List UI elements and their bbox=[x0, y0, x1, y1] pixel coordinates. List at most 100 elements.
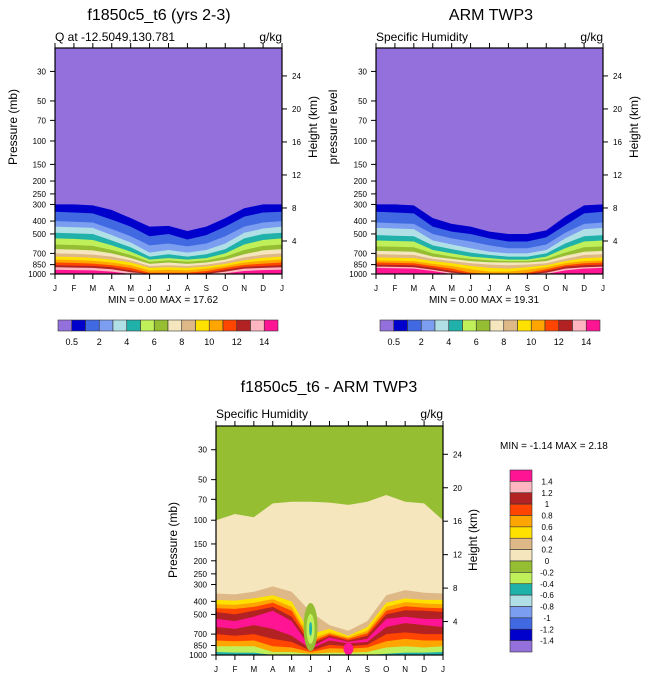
colorbar-swatch bbox=[181, 319, 196, 332]
x-tick-label: D bbox=[581, 284, 587, 293]
colorbar-swatch bbox=[167, 319, 183, 332]
x-tick-label: M bbox=[250, 665, 257, 674]
x-tick-label: J bbox=[280, 284, 284, 293]
colorbar-label: 10 bbox=[526, 337, 536, 347]
y-tick-label: 300 bbox=[354, 200, 368, 209]
colorbar-label: 12 bbox=[232, 337, 242, 347]
y-tick-label: 70 bbox=[198, 495, 207, 504]
min-max-text: MIN = -1.14 MAX = 2.18 bbox=[500, 441, 608, 452]
colorbar-swatch bbox=[85, 319, 100, 332]
y-tick-label: 400 bbox=[354, 217, 368, 226]
x-tick-label: J bbox=[167, 284, 171, 293]
colorbar-label: 4 bbox=[124, 337, 129, 347]
colorbar-swatch bbox=[236, 319, 251, 332]
x-tick-label: O bbox=[543, 284, 549, 293]
y-tick-label: 250 bbox=[194, 570, 208, 579]
colorbar-swatch bbox=[509, 503, 533, 516]
x-tick-label: M bbox=[89, 284, 96, 293]
panel-diff: f1850c5_t6 - ARM TWP3 Specific Humidity … bbox=[166, 379, 608, 674]
panel-units: g/kg bbox=[259, 30, 282, 44]
x-tick-label: F bbox=[232, 665, 237, 674]
x-tick-label: A bbox=[109, 284, 115, 293]
x-tick-label: S bbox=[204, 284, 209, 293]
colorbar-swatch bbox=[558, 319, 573, 332]
colorbar-swatch bbox=[509, 469, 533, 482]
x-tick-label: N bbox=[562, 284, 568, 293]
colorbar-label: -1.2 bbox=[540, 625, 554, 634]
colorbar-label: 0.8 bbox=[541, 512, 553, 521]
y-tick-label: 30 bbox=[37, 67, 46, 76]
y-tick-label: 500 bbox=[33, 230, 47, 239]
y-tick-label: 1000 bbox=[189, 651, 207, 660]
colorbar-swatch bbox=[530, 319, 546, 332]
x-tick-label: M bbox=[288, 665, 295, 674]
x-tick-label: A bbox=[185, 284, 191, 293]
y-axis-label: Pressure (mb) bbox=[166, 502, 180, 578]
y-tick-label: 100 bbox=[354, 137, 368, 146]
x-tick-label: A bbox=[430, 284, 436, 293]
x-tick-label: M bbox=[448, 284, 455, 293]
colorbar-swatch bbox=[98, 319, 114, 332]
colorbar-swatch bbox=[489, 319, 505, 332]
colorbar-swatch bbox=[509, 560, 533, 573]
colorbar-swatch bbox=[509, 640, 533, 653]
y-tick-label: 400 bbox=[33, 217, 47, 226]
y-tick-label: 100 bbox=[194, 516, 208, 525]
colorbar-swatch bbox=[503, 319, 518, 332]
y-tick-label: 500 bbox=[354, 230, 368, 239]
y-right-tick-label: 12 bbox=[292, 171, 301, 180]
y-tick-label: 50 bbox=[198, 476, 207, 485]
x-tick-label: F bbox=[71, 284, 76, 293]
y-tick-label: 850 bbox=[194, 641, 208, 650]
panel-title: f1850c5_t6 (yrs 2-3) bbox=[87, 7, 230, 24]
y-axis-label: Pressure (mb) bbox=[6, 89, 20, 165]
x-tick-label: D bbox=[260, 284, 266, 293]
panel-units: g/kg bbox=[580, 30, 603, 44]
y-axis-right-label: Height (km) bbox=[466, 509, 480, 571]
x-tick-label: J bbox=[374, 284, 378, 293]
colorbar-swatch bbox=[509, 549, 533, 562]
x-tick-label: S bbox=[525, 284, 530, 293]
colorbar-swatch bbox=[126, 319, 141, 332]
x-tick-label: A bbox=[270, 665, 276, 674]
colorbar-label: 2 bbox=[97, 337, 102, 347]
contour-band bbox=[376, 267, 603, 274]
colorbar-label: 14 bbox=[581, 337, 591, 347]
plot-area: J F M A M J J A S O N D J 30 50 70 100 150 200 250 300 400 500… bbox=[189, 421, 462, 674]
colorbar: 0.5 2 4 6 8 10 12 14 bbox=[57, 319, 279, 347]
colorbar-label: 2 bbox=[419, 337, 424, 347]
contour-blob bbox=[343, 642, 354, 655]
x-tick-label: N bbox=[402, 665, 408, 674]
colorbar: 1.4 1.2 1 0.8 0.6 0.4 0.2 0 -0.2 -0.4 -0.6 -0.8 -1 -1… bbox=[509, 469, 554, 653]
y-right-tick-label: 8 bbox=[292, 204, 297, 213]
x-tick-label: M bbox=[127, 284, 134, 293]
panel-title: ARM TWP3 bbox=[449, 7, 533, 24]
contour-band bbox=[55, 269, 282, 274]
colorbar-label: 8 bbox=[179, 337, 184, 347]
colorbar-swatch bbox=[208, 319, 224, 332]
y-right-tick-label: 20 bbox=[292, 105, 301, 114]
contour-band bbox=[216, 646, 443, 655]
y-tick-label: 700 bbox=[194, 630, 208, 639]
colorbar-label: 0.5 bbox=[65, 337, 78, 347]
x-tick-label: D bbox=[421, 665, 427, 674]
colorbar-swatch bbox=[112, 319, 128, 332]
y-right-tick-label: 12 bbox=[613, 171, 622, 180]
y-tick-label: 700 bbox=[33, 249, 47, 258]
colorbar-label: -0.2 bbox=[540, 568, 554, 577]
y-tick-label: 70 bbox=[358, 116, 367, 125]
y-axis-right-label: Height (km) bbox=[306, 96, 320, 158]
y-tick-label: 150 bbox=[354, 160, 368, 169]
y-tick-label: 50 bbox=[358, 97, 367, 106]
colorbar-swatch bbox=[434, 319, 450, 332]
colorbar-swatch bbox=[153, 319, 169, 332]
x-tick-label: J bbox=[53, 284, 57, 293]
x-tick-label: J bbox=[488, 284, 492, 293]
y-tick-label: 30 bbox=[358, 67, 367, 76]
colorbar-swatch bbox=[509, 537, 533, 550]
y-right-tick-label: 24 bbox=[453, 450, 462, 459]
colorbar-label: 1 bbox=[545, 500, 550, 509]
colorbar-swatch bbox=[509, 515, 533, 528]
y-right-tick-label: 4 bbox=[292, 237, 297, 246]
y-tick-label: 200 bbox=[194, 557, 208, 566]
